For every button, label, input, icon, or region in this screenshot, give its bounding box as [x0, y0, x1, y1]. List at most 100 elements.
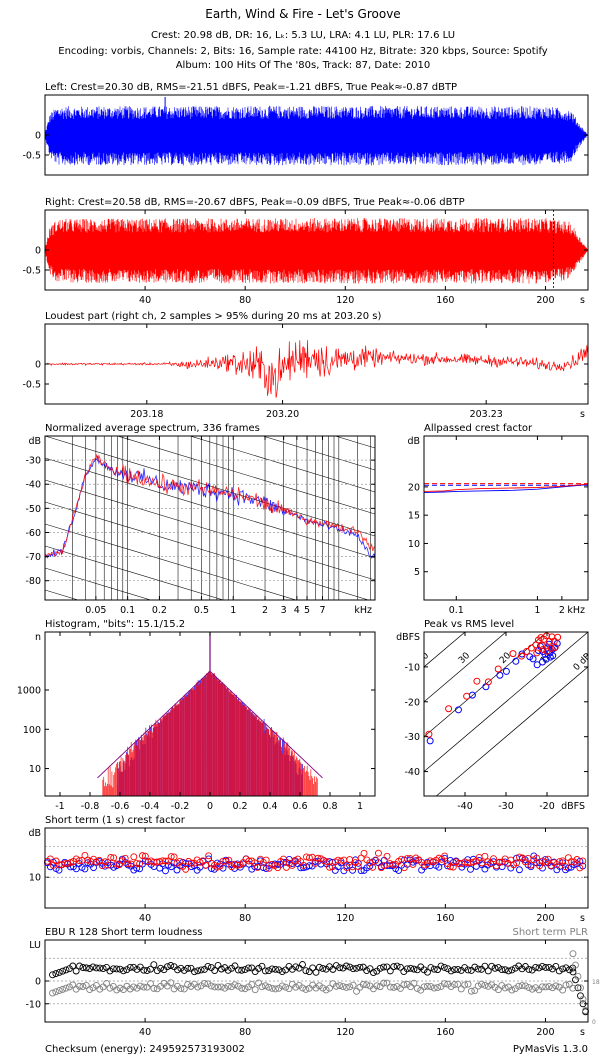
short-term-crest-frame — [44, 827, 589, 909]
ebu-point-plr — [484, 982, 492, 990]
spectrum-slope-line — [45, 479, 375, 581]
x-tick-label: 0.2 — [232, 801, 247, 812]
x-tick-label: -0.4 — [141, 801, 160, 812]
x-tick-label: 0 — [207, 801, 213, 812]
x-unit-label: s — [580, 913, 585, 924]
ebu-point-plr — [261, 982, 269, 990]
histogram-envelope — [97, 670, 323, 779]
ebu-point-loudness — [302, 967, 310, 975]
ebu-point-plr — [238, 984, 246, 992]
crest-point-right — [441, 852, 449, 860]
x-tick-label: 120 — [336, 295, 354, 306]
ebu-point-loudness — [545, 964, 553, 971]
crest-point-left — [395, 866, 403, 874]
pvr-point-right — [547, 644, 555, 652]
ebu-point-loudness — [241, 966, 249, 974]
ebu-point-plr — [494, 986, 502, 994]
crest-point-right — [374, 849, 382, 857]
histogram-title: Histogram, "bits": 15.1/15.2 — [45, 619, 185, 630]
ebu-point-loudness — [92, 964, 100, 972]
ebu-point-plr — [272, 985, 279, 993]
ebu-point-loudness — [565, 966, 573, 974]
y-tick-label: -0.5 — [22, 151, 41, 162]
ebu-point-loudness — [278, 968, 286, 975]
crest-point-right — [562, 863, 569, 871]
ebu-point-loudness — [62, 966, 70, 974]
ebu-point-loudness — [407, 964, 415, 972]
crest-point-right — [75, 857, 83, 865]
crest-point-right — [162, 857, 169, 865]
crest-line — [424, 632, 548, 738]
ebu-point-loudness — [447, 967, 455, 975]
crest-point-left — [156, 864, 164, 872]
crest-point-right — [403, 855, 411, 862]
crest-point-left — [251, 863, 259, 870]
crest-point-right — [133, 859, 141, 867]
loudest-part-title: Loudest part (right ch, 2 samples > 95% … — [45, 311, 381, 322]
ebu-point-plr — [424, 982, 431, 990]
ebu-point-loudness — [268, 965, 276, 973]
pvr-point-right — [518, 652, 526, 660]
crest-point-right — [323, 858, 331, 866]
ebu-point-plr — [214, 983, 222, 991]
x-tick-label: 160 — [436, 913, 454, 924]
ebu-point-loudness — [150, 961, 158, 969]
ebu-point-loudness — [444, 965, 452, 973]
ebu-point-loudness — [464, 966, 472, 974]
ebu-point-plr — [140, 983, 148, 991]
ebu-point-plr — [49, 989, 56, 997]
ebu-point-plr — [410, 979, 418, 987]
crest-point-right — [170, 853, 178, 861]
right-waveform-title: Right: Crest=20.58 dB, RMS=-20.67 dBFS, … — [45, 197, 465, 208]
y-tick-label: -40 — [25, 480, 41, 491]
ebu-point-plr — [572, 961, 579, 969]
ebu-point-loudness — [535, 964, 543, 972]
ebu-point-loudness — [427, 964, 435, 972]
pvr-point-right — [494, 665, 502, 673]
x-tick-label: 200 — [536, 1027, 554, 1038]
ebu-point-plr — [76, 982, 83, 990]
ebu-point-plr — [528, 985, 536, 993]
ebu-point-plr — [447, 983, 455, 990]
x-tick-label: 203.23 — [470, 409, 503, 420]
ebu-point-plr — [147, 980, 154, 987]
ebu-point-plr — [302, 986, 310, 993]
ebu-point-plr — [59, 985, 67, 993]
ebu-point-loudness — [309, 964, 317, 972]
ebu-point-plr — [167, 979, 175, 987]
ebu-point-loudness — [143, 967, 151, 974]
ebu-point-plr — [434, 984, 442, 992]
x-tick-label: -30 — [498, 801, 514, 812]
ebu-point-plr — [457, 985, 465, 993]
ebu-point-loudness — [217, 965, 225, 973]
ebu-point-plr — [390, 983, 398, 991]
ebu-point-plr — [386, 983, 394, 991]
ebu-point-plr — [491, 983, 499, 991]
ebu-point-plr — [285, 985, 293, 993]
ebu-point-loudness — [386, 967, 394, 975]
y-tick-label: -10 — [404, 662, 420, 673]
ebu-point-plr — [258, 983, 266, 991]
ebu-point-loudness — [474, 965, 482, 973]
crest-point-left — [90, 864, 97, 872]
ebu-point-plr — [474, 982, 482, 990]
crest-point-right — [202, 861, 210, 869]
ebu-point-loudness — [255, 965, 263, 972]
x-tick-label: 0.8 — [322, 801, 337, 812]
short-term-plr-label: Short term PLR — [513, 927, 589, 938]
loudest-part-trace — [44, 340, 588, 398]
ebu-point-loudness — [177, 964, 185, 972]
stats-line: Crest: 20.98 dB, DR: 16, Lₖ: 5.3 LU, LRA… — [151, 30, 455, 41]
x-tick-label: 40 — [139, 295, 151, 306]
ebu-point-plr — [353, 987, 360, 995]
crest-point-right — [544, 855, 552, 863]
ebu-point-loudness — [356, 963, 364, 971]
ebu-point-loudness — [147, 965, 154, 973]
plr-axis-tick-label: 0 — [592, 1019, 596, 1026]
ebu-point-plr — [545, 983, 553, 991]
crest-point-right — [113, 860, 121, 868]
spectrum-plot-area — [45, 436, 375, 600]
ebu-point-plr — [326, 984, 333, 992]
ebu-point-plr — [508, 986, 516, 994]
crest-line-label: 20 — [498, 651, 513, 666]
